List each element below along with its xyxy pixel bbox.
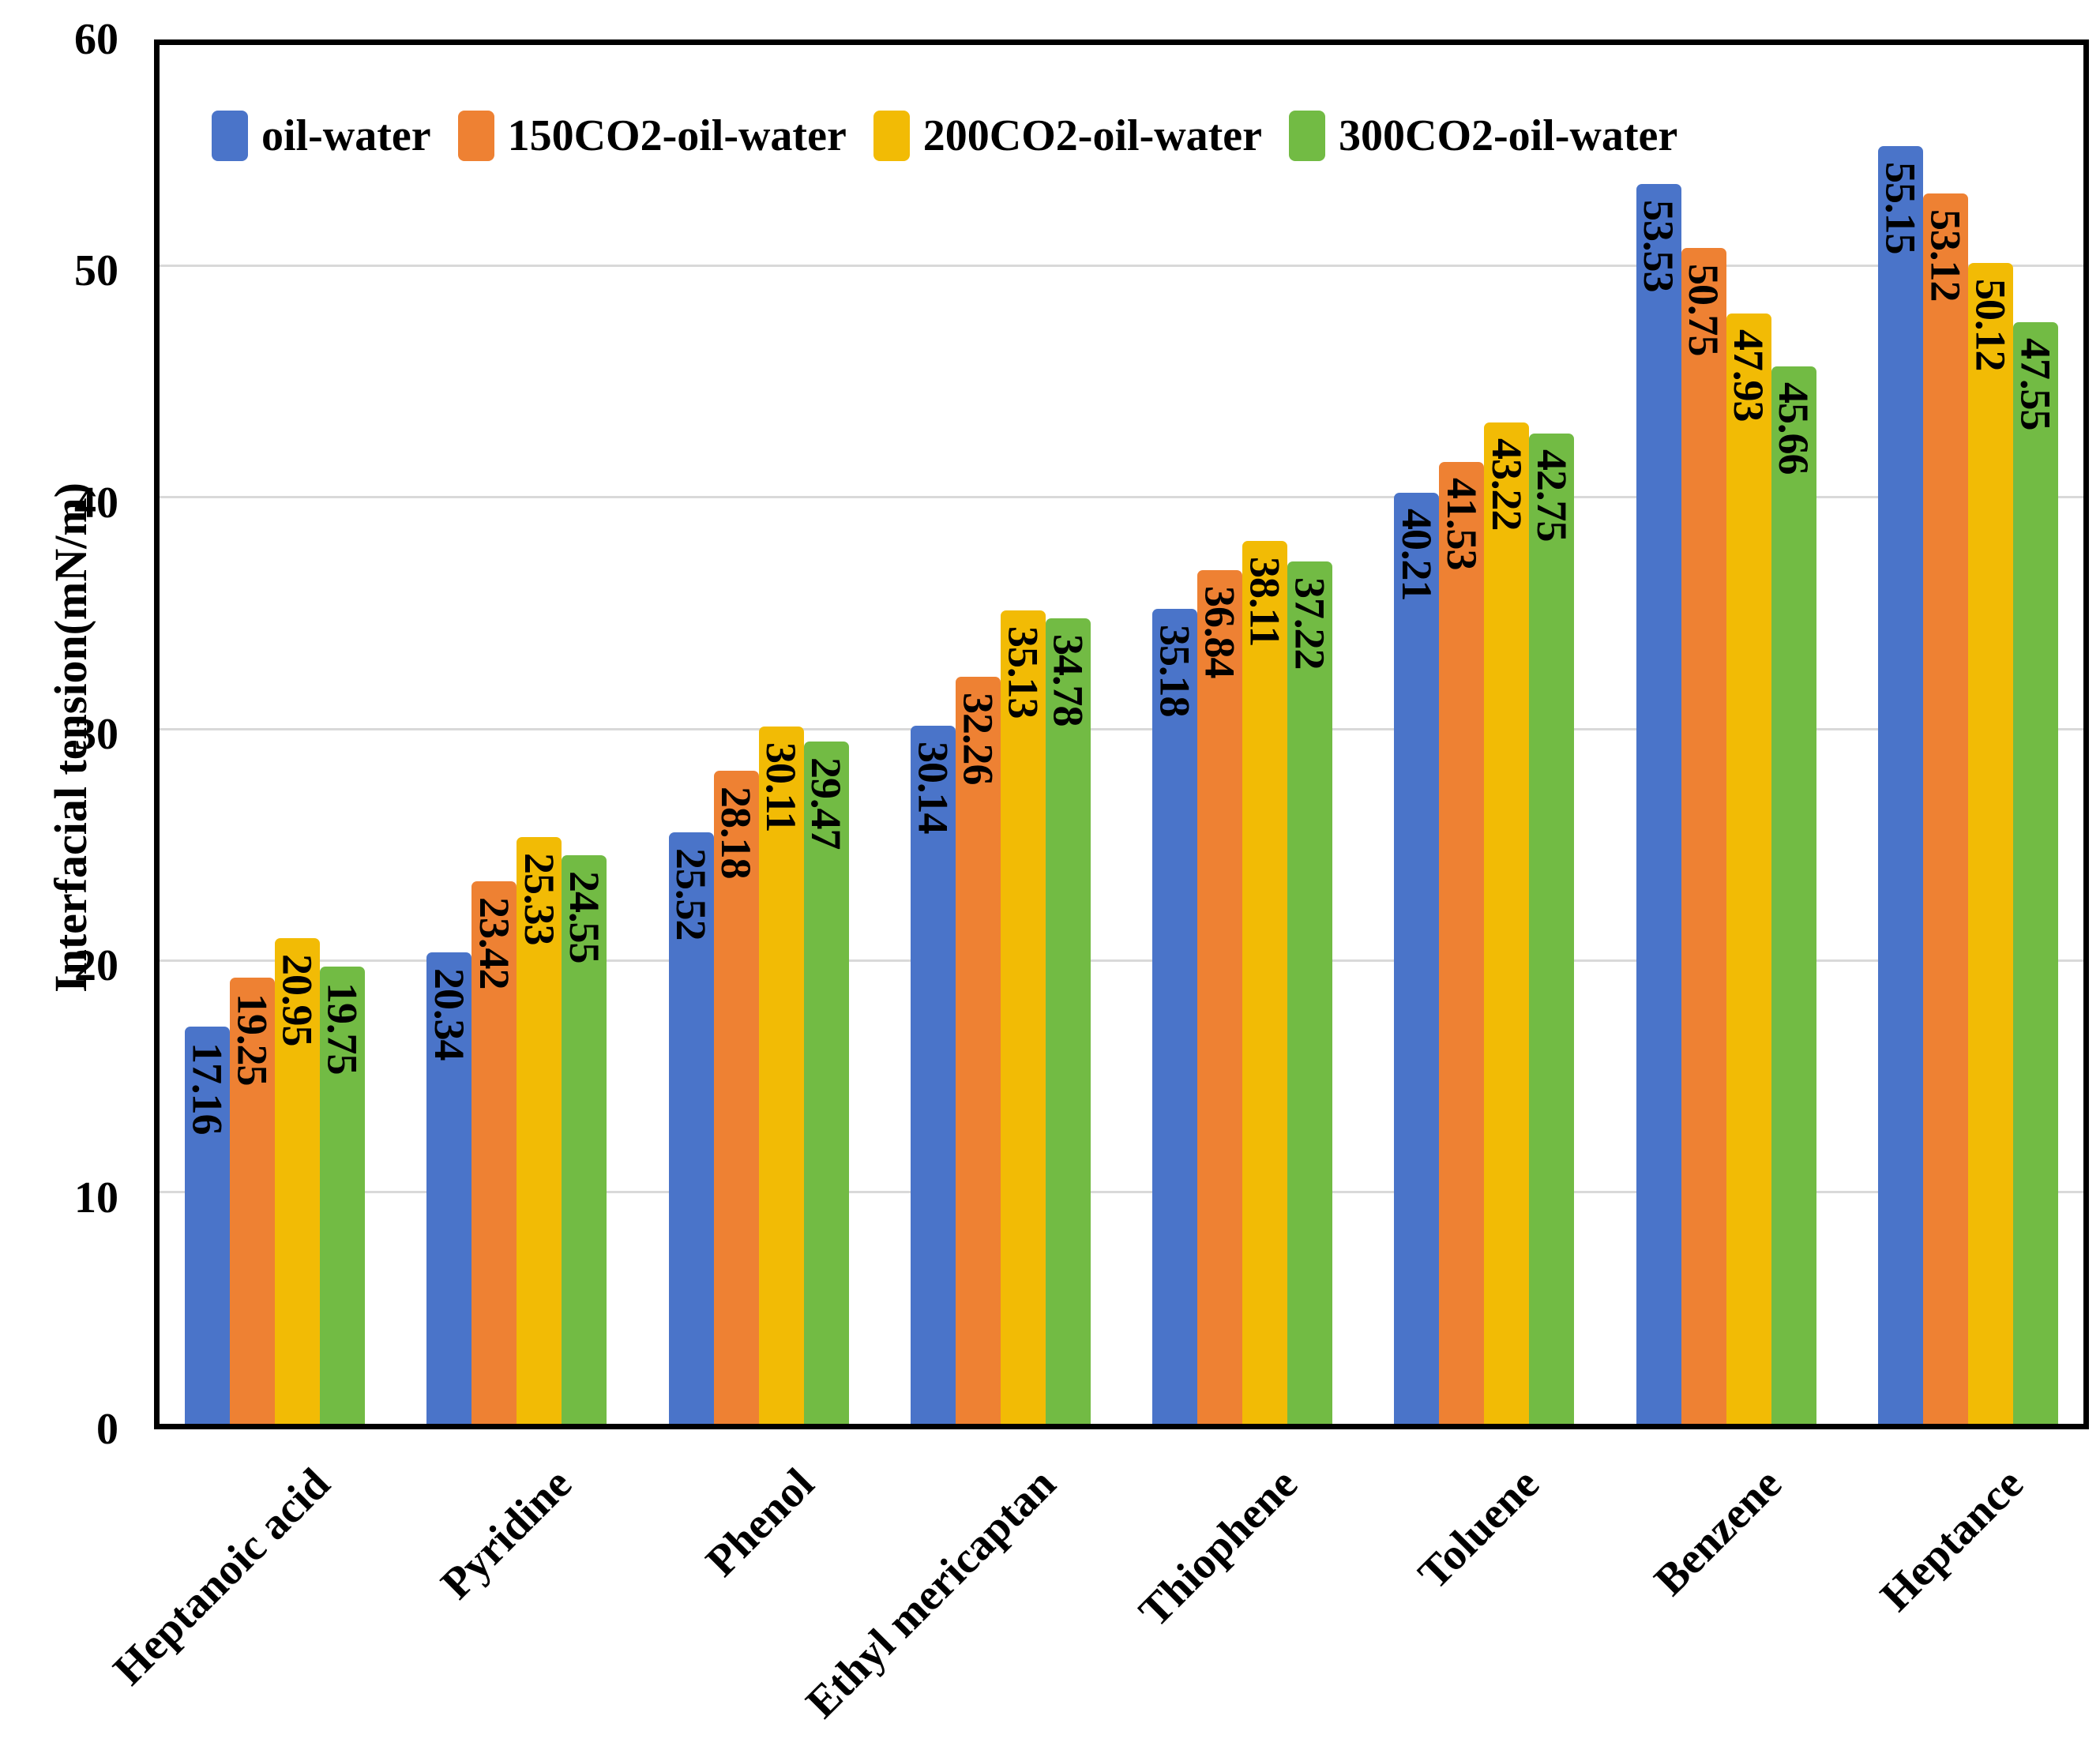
bar-value-label: 20.95 (273, 954, 321, 1046)
bar-value-label: 43.22 (1482, 438, 1531, 531)
bar-oil-water-Heptanoic acid: 17.16 (183, 1026, 231, 1424)
y-tick-label-40: 40 (74, 478, 118, 528)
bar-300CO2-oil-water-Heptanoic acid: 19.75 (318, 966, 366, 1424)
bar-value-label: 53.53 (1635, 199, 1683, 292)
bar-value-label: 20.34 (425, 968, 473, 1061)
bar-value-label: 35.13 (999, 625, 1047, 719)
bar-200CO2-oil-water-Thiophene: 38.11 (1241, 541, 1289, 1424)
bar-oil-water-Heptance: 55.15 (1876, 146, 1925, 1424)
bar-200CO2-oil-water-Pyridine: 25.33 (515, 837, 563, 1424)
bar-value-label: 37.22 (1286, 577, 1334, 670)
legend-swatch (457, 111, 494, 161)
bar-value-label: 47.55 (2012, 338, 2060, 430)
bar-value-label: 30.11 (757, 742, 806, 832)
bar-value-label: 25.52 (667, 848, 716, 941)
bar-150CO2-oil-water-Ethyl mericaptan: 32.26 (954, 676, 1002, 1424)
bar-value-label: 17.16 (183, 1042, 231, 1135)
gridline-20 (160, 959, 2083, 962)
y-tick-label-10: 10 (74, 1173, 118, 1222)
legend-item-150CO2-oil-water: 150CO2-oil-water (457, 111, 847, 161)
legend-label: 150CO2-oil-water (507, 111, 847, 160)
legend-item-200CO2-oil-water: 200CO2-oil-water (873, 111, 1262, 161)
bar-value-label: 34.78 (1044, 633, 1092, 727)
bar-value-label: 19.75 (318, 982, 366, 1075)
gridline-50 (160, 264, 2083, 267)
bar-150CO2-oil-water-Benzene: 50.75 (1680, 248, 1728, 1424)
bar-value-label: 30.14 (909, 741, 957, 834)
bar-300CO2-oil-water-Thiophene: 37.22 (1286, 561, 1334, 1424)
y-tick-label-0: 0 (96, 1405, 118, 1454)
bar-value-label: 53.12 (1922, 208, 1970, 302)
bar-value-label: 50.12 (1967, 278, 2015, 371)
bar-value-label: 38.11 (1241, 557, 1289, 647)
bar-value-label: 55.15 (1876, 162, 1925, 254)
bar-oil-water-Ethyl mericaptan: 30.14 (909, 725, 957, 1424)
bar-200CO2-oil-water-Toluene: 43.22 (1482, 422, 1531, 1424)
bar-value-label: 36.84 (1196, 586, 1244, 678)
bar-150CO2-oil-water-Thiophene: 36.84 (1196, 570, 1244, 1424)
bar-value-label: 50.75 (1680, 264, 1728, 356)
bar-value-label: 23.42 (470, 897, 518, 989)
bar-oil-water-Toluene: 40.21 (1392, 492, 1441, 1424)
bar-200CO2-oil-water-Benzene: 47.93 (1725, 314, 1773, 1424)
bar-value-label: 19.25 (228, 993, 276, 1086)
legend: oil-water 150CO2-oil-water 200CO2-oil-wate… (212, 111, 1677, 161)
y-tick-label-30: 30 (74, 710, 118, 759)
bar-value-label: 28.18 (712, 787, 761, 879)
bar-150CO2-oil-water-Heptanoic acid: 19.25 (228, 978, 276, 1424)
gridline-30 (160, 727, 2083, 730)
bar-150CO2-oil-water-Toluene: 41.53 (1437, 461, 1486, 1424)
bar-300CO2-oil-water-Heptance: 47.55 (2012, 322, 2060, 1424)
bar-value-label: 42.75 (1527, 449, 1576, 542)
bar-200CO2-oil-water-Heptance: 50.12 (1967, 262, 2015, 1424)
gridline-40 (160, 496, 2083, 499)
bar-150CO2-oil-water-Pyridine: 23.42 (470, 881, 518, 1424)
legend-swatch (1289, 111, 1326, 161)
bar-value-label: 40.21 (1392, 508, 1441, 601)
bar-value-label: 35.18 (1151, 625, 1199, 717)
bar-value-label: 32.26 (954, 692, 1002, 785)
legend-label: 200CO2-oil-water (922, 111, 1263, 160)
bar-200CO2-oil-water-Ethyl mericaptan: 35.13 (999, 610, 1047, 1424)
bar-oil-water-Pyridine: 20.34 (425, 952, 473, 1424)
legend-label: oil-water (261, 111, 431, 160)
bar-200CO2-oil-water-Heptanoic acid: 20.95 (273, 938, 321, 1424)
gridline-10 (160, 1191, 2083, 1194)
bar-oil-water-Phenol: 25.52 (667, 832, 716, 1424)
legend-item-oil-water: oil-water (212, 111, 431, 161)
bar-value-label: 24.55 (560, 870, 608, 963)
bar-300CO2-oil-water-Benzene: 45.66 (1770, 366, 1818, 1424)
legend-item-300CO2-oil-water: 300CO2-oil-water (1289, 111, 1677, 161)
bar-value-label: 47.93 (1725, 329, 1773, 422)
y-tick-label-20: 20 (74, 941, 118, 991)
bar-300CO2-oil-water-Pyridine: 24.55 (560, 854, 608, 1424)
plot-area: 17.16 20.34 25.52 30.14 35.18 40.21 53.53 55.15… (154, 39, 2089, 1429)
bar-value-label: 45.66 (1770, 381, 1818, 475)
bar-300CO2-oil-water-Phenol: 29.47 (802, 741, 851, 1424)
y-tick-label-60: 60 (74, 15, 118, 64)
bar-300CO2-oil-water-Ethyl mericaptan: 34.78 (1044, 618, 1092, 1424)
bar-oil-water-Thiophene: 35.18 (1151, 609, 1199, 1424)
legend-label: 300CO2-oil-water (1339, 111, 1678, 160)
bar-300CO2-oil-water-Toluene: 42.75 (1527, 434, 1576, 1424)
bar-value-label: 41.53 (1437, 477, 1486, 570)
bar-value-label: 29.47 (802, 757, 851, 850)
bar-150CO2-oil-water-Heptance: 53.12 (1922, 193, 1970, 1424)
y-tick-label-50: 50 (74, 246, 118, 296)
bar-value-label: 25.33 (515, 853, 563, 945)
bar-200CO2-oil-water-Phenol: 30.11 (757, 726, 806, 1424)
bar-oil-water-Benzene: 53.53 (1635, 183, 1683, 1424)
legend-swatch (873, 111, 910, 161)
bar-150CO2-oil-water-Phenol: 28.18 (712, 771, 761, 1424)
legend-swatch (212, 111, 248, 161)
